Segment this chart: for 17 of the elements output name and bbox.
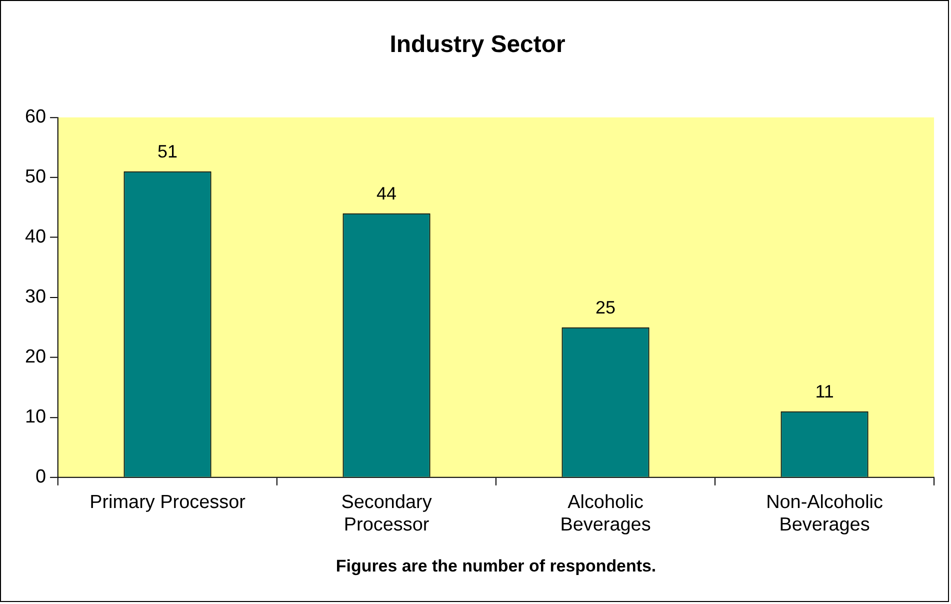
x-axis-title: Figures are the number of respondents. bbox=[336, 556, 656, 576]
y-tick-label: 20 bbox=[24, 346, 46, 368]
y-tick-label: 40 bbox=[24, 226, 46, 248]
y-tick-label: 10 bbox=[24, 406, 46, 428]
y-tick-label: 50 bbox=[24, 166, 46, 188]
data-label: 44 bbox=[376, 183, 397, 204]
data-label: 51 bbox=[158, 141, 178, 162]
y-tick-label: 0 bbox=[35, 466, 46, 488]
x-tick-label: Secondary Processor bbox=[341, 492, 432, 536]
x-tick-label: Primary Processor bbox=[90, 492, 246, 513]
data-label: 11 bbox=[815, 381, 834, 402]
data-label: 25 bbox=[596, 297, 616, 318]
x-tick-label: Non-Alcoholic Beverages bbox=[766, 492, 883, 536]
y-tick-label: 60 bbox=[24, 106, 46, 128]
chart-title: Industry Sector bbox=[390, 30, 566, 58]
y-tick-label: 30 bbox=[24, 286, 46, 308]
x-tick-label: Alcoholic Beverages bbox=[560, 492, 651, 536]
